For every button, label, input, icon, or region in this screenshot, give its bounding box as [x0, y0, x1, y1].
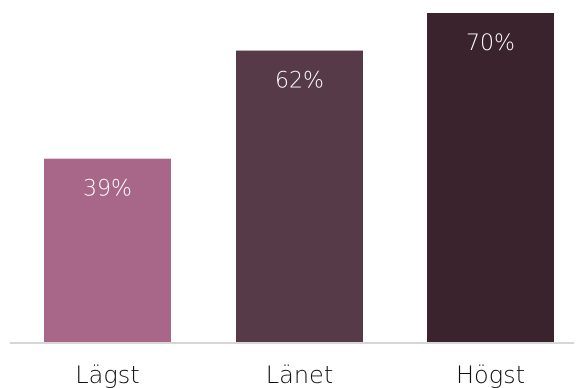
bar-value-label: 39% [83, 177, 132, 202]
bar-value-label: 62% [275, 69, 324, 94]
category-label: Högst [456, 361, 525, 388]
bar-l-net [236, 50, 363, 342]
category-label: Länet [266, 361, 333, 388]
category-label: Lägst [75, 361, 139, 388]
bar-l-gst [44, 158, 171, 342]
bars-layer [44, 13, 554, 342]
bar-value-label: 70% [466, 31, 515, 56]
bar-h-gst [427, 13, 554, 342]
labels-layer: 39% Lägst 62% Länet 70% Högst [75, 31, 525, 388]
